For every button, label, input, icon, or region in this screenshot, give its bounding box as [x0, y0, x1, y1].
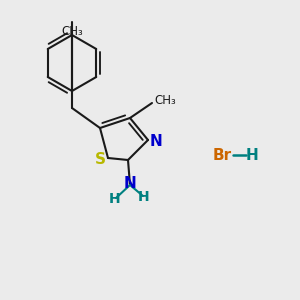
Text: S: S — [94, 152, 106, 167]
Text: N: N — [150, 134, 162, 148]
Text: H: H — [246, 148, 258, 163]
Text: Br: Br — [212, 148, 232, 163]
Text: CH₃: CH₃ — [61, 25, 83, 38]
Text: H: H — [138, 190, 150, 204]
Text: H: H — [109, 192, 121, 206]
Text: CH₃: CH₃ — [154, 94, 176, 106]
Text: N: N — [124, 176, 136, 191]
